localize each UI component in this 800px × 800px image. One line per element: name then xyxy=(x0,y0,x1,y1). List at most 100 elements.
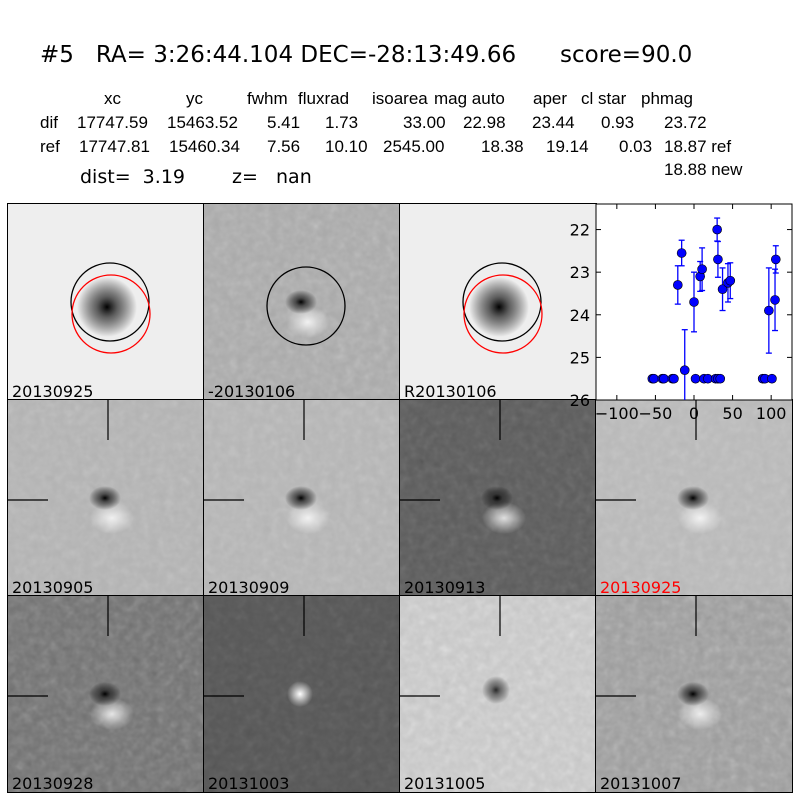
x-tick-label: 50 xyxy=(722,404,742,423)
stamp-date-label: R20130106 xyxy=(404,382,497,400)
data-point xyxy=(679,365,690,375)
table-cell: 18.38 xyxy=(481,137,524,156)
table-cell: 7.56 xyxy=(267,137,301,156)
image-stamp[interactable]: -20130106 xyxy=(203,203,401,401)
stamp-date-label: 20131003 xyxy=(208,774,290,792)
table-cell: 23.72 xyxy=(664,113,707,132)
stamp-date-label: 20130928 xyxy=(12,774,94,792)
table-cell: 10.10 xyxy=(325,137,368,156)
table-cell: 1.73 xyxy=(325,113,359,132)
image-stamp[interactable]: 20130925 xyxy=(595,399,793,597)
stamp-image xyxy=(204,596,400,792)
image-stamp[interactable]: 20131007 xyxy=(595,595,793,793)
reference-circle xyxy=(463,274,543,354)
table-cell: 5.41 xyxy=(267,113,301,132)
table-cell: 17747.59 xyxy=(77,113,148,132)
aperture-circle xyxy=(266,266,346,346)
image-stamp[interactable]: 20130925 xyxy=(7,203,205,401)
stamp-date-label: 20131007 xyxy=(600,774,682,792)
data-point xyxy=(717,284,728,295)
data-point xyxy=(764,305,774,316)
source-blob xyxy=(77,277,137,337)
data-point xyxy=(712,224,722,235)
table-cell: 2545.00 xyxy=(383,137,445,156)
column-header: fwhm xyxy=(247,89,288,108)
upper-limit-point xyxy=(649,373,659,384)
column-header: fluxrad xyxy=(298,89,350,108)
stamp-image xyxy=(400,400,596,596)
row-label-ref: ref xyxy=(40,137,60,156)
stamp-date-label: -20130106 xyxy=(208,382,296,400)
y-tick-label: 22 xyxy=(570,221,590,240)
stamp-image xyxy=(204,204,400,400)
y-tick-label: 25 xyxy=(570,348,590,367)
data-layer xyxy=(647,217,781,400)
phmag-new: 18.88 new xyxy=(664,160,743,179)
stamp-image xyxy=(596,400,792,596)
x-tick-label: −100 xyxy=(595,404,639,423)
data-point xyxy=(676,248,687,258)
x-tick-label: 100 xyxy=(756,404,787,423)
table-cell: 18.87 ref xyxy=(664,137,732,156)
stamp-image xyxy=(8,204,204,400)
stamp-image xyxy=(400,204,596,400)
aperture-circle xyxy=(70,262,150,342)
column-header: aper xyxy=(533,89,568,108)
stamp-image xyxy=(8,596,204,792)
upper-limit-point xyxy=(767,373,777,384)
table-cell: 22.98 xyxy=(463,113,506,132)
column-header: mag auto xyxy=(434,89,505,108)
column-header: yc xyxy=(186,89,203,108)
stamp-image xyxy=(400,596,596,792)
image-stamp[interactable]: 20131005 xyxy=(399,595,597,793)
table-cell: 15463.52 xyxy=(167,113,238,132)
upper-limit-point xyxy=(659,373,669,384)
candidate-title: #5 RA= 3:26:44.104 DEC=-28:13:49.66 scor… xyxy=(40,42,693,68)
image-stamp[interactable]: 20130905 xyxy=(7,399,205,597)
stamp-date-label: 20130909 xyxy=(208,578,290,596)
source-blob xyxy=(469,277,529,337)
data-point xyxy=(770,254,781,265)
table-cell: 17747.81 xyxy=(79,137,150,156)
stamp-date-label: 20131005 xyxy=(404,774,486,792)
x-tick-label: −50 xyxy=(639,404,673,423)
upper-limit-point xyxy=(715,373,726,384)
image-stamp[interactable]: 20130909 xyxy=(203,399,401,597)
data-point xyxy=(713,254,723,265)
stamp-image xyxy=(596,596,792,792)
stamp-image xyxy=(8,400,204,596)
table-cell: 0.93 xyxy=(601,113,635,132)
image-stamp[interactable]: 20130928 xyxy=(7,595,205,793)
reference-circle xyxy=(71,274,151,354)
x-tick-label: 0 xyxy=(689,404,699,423)
upper-limit-point xyxy=(690,373,701,384)
column-header: cl star xyxy=(581,89,627,108)
image-stamp[interactable]: 20131003 xyxy=(203,595,401,793)
table-cell: 23.44 xyxy=(532,113,575,132)
column-header: phmag xyxy=(641,89,693,108)
y-tick-label: 24 xyxy=(570,306,590,325)
image-stamp[interactable]: 20130913 xyxy=(399,399,597,597)
table-cell: 0.03 xyxy=(619,137,653,156)
data-point xyxy=(689,297,699,307)
y-tick-label: 26 xyxy=(570,391,590,410)
stamp-image xyxy=(204,400,400,596)
upper-limit-point xyxy=(669,373,679,384)
stamp-date-label: 20130925 xyxy=(12,382,94,400)
row-label-dif: dif xyxy=(40,113,58,132)
data-point xyxy=(770,295,780,305)
image-stamp[interactable]: R20130106 xyxy=(399,203,597,401)
y-tick-label: 23 xyxy=(570,263,590,282)
dist-value: dist= 3.19 xyxy=(80,166,185,188)
data-point xyxy=(672,280,683,290)
table-cell: 33.00 xyxy=(403,113,446,132)
table-cell: 19.14 xyxy=(546,137,589,156)
aperture-circle xyxy=(462,262,542,342)
stamp-date-label: 20130905 xyxy=(12,578,94,596)
column-header: isoarea xyxy=(372,89,428,108)
data-point xyxy=(725,275,736,286)
stamp-date-label: 20130913 xyxy=(404,578,486,596)
column-header: xc xyxy=(104,89,121,108)
